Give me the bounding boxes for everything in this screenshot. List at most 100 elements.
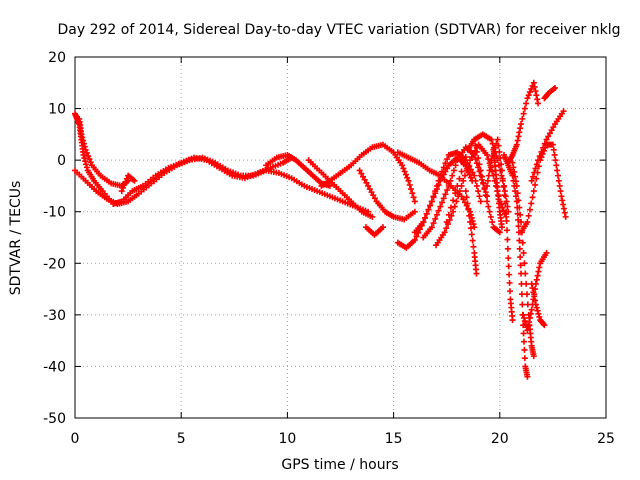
- data-point: [514, 137, 521, 144]
- data-point: [464, 200, 471, 207]
- data-point: [81, 143, 88, 150]
- data-point: [526, 319, 533, 326]
- data-point: [531, 169, 538, 176]
- data-point: [404, 174, 411, 181]
- data-point: [422, 214, 429, 221]
- data-point: [371, 195, 378, 202]
- series-s2: [72, 154, 372, 215]
- data-point: [410, 194, 417, 201]
- data-point: [425, 206, 432, 213]
- data-point: [463, 194, 470, 201]
- data-point: [533, 161, 540, 168]
- data-point: [511, 169, 518, 176]
- data-point: [122, 178, 129, 185]
- data-point: [486, 208, 493, 215]
- data-point: [487, 162, 494, 169]
- data-point: [533, 175, 540, 182]
- data-point: [560, 205, 567, 212]
- data-point: [454, 182, 461, 189]
- data-point: [400, 165, 407, 172]
- y-axis-label: SDTVAR / TECUs: [8, 181, 24, 296]
- data-point: [484, 182, 491, 189]
- data-point: [469, 169, 476, 176]
- data-point: [82, 158, 89, 165]
- data-point: [521, 314, 528, 321]
- x-tick-label: 5: [177, 431, 186, 447]
- data-point: [427, 202, 434, 209]
- series-s6: [305, 157, 376, 220]
- data-point: [504, 203, 511, 210]
- data-point: [445, 211, 452, 218]
- data-point: [516, 237, 523, 244]
- data-point: [432, 188, 439, 195]
- data-point: [538, 148, 545, 155]
- grid-lines: [75, 57, 606, 418]
- data-point: [513, 141, 520, 148]
- data-point: [506, 288, 513, 295]
- data-point: [532, 301, 539, 308]
- data-point: [554, 167, 561, 174]
- data-point: [509, 159, 516, 166]
- data-point: [520, 110, 527, 117]
- data-point: [524, 219, 531, 226]
- data-point: [502, 193, 509, 200]
- data-point: [83, 161, 90, 168]
- data-point: [477, 198, 484, 205]
- data-point: [512, 178, 519, 185]
- data-point: [498, 172, 505, 179]
- data-point: [413, 233, 420, 240]
- data-point: [487, 213, 494, 220]
- data-point: [498, 167, 505, 174]
- data-point: [532, 297, 539, 304]
- chart-title: Day 292 of 2014, Sidereal Day-to-day VTE…: [58, 22, 621, 38]
- data-point: [456, 188, 463, 195]
- data-point: [488, 136, 495, 143]
- data-point: [533, 92, 540, 99]
- data-point: [476, 168, 483, 175]
- data-point: [462, 154, 469, 161]
- data-point: [553, 162, 560, 169]
- data-point: [525, 92, 532, 99]
- data-point: [365, 182, 372, 189]
- x-tick-label: 0: [71, 431, 80, 447]
- data-point: [406, 181, 413, 188]
- data-point: [521, 338, 528, 345]
- data-point: [379, 224, 386, 231]
- data-point: [477, 167, 484, 174]
- data-point: [517, 211, 524, 218]
- y-tick-label: -40: [43, 359, 66, 375]
- data-point: [477, 172, 484, 179]
- data-point: [439, 168, 446, 175]
- data-point: [475, 164, 482, 171]
- data-point: [519, 239, 526, 246]
- data-point: [504, 245, 511, 252]
- series-s24: [528, 280, 548, 329]
- series-s21: [509, 159, 537, 360]
- data-point: [512, 173, 519, 180]
- data-point: [530, 79, 537, 86]
- data-point: [498, 161, 505, 168]
- data-point: [468, 231, 475, 238]
- data-point: [430, 220, 437, 227]
- data-point: [557, 188, 564, 195]
- data-point: [495, 142, 502, 149]
- data-point: [552, 157, 559, 164]
- data-point: [368, 189, 375, 196]
- data-point: [520, 249, 527, 256]
- data-point: [444, 165, 451, 172]
- data-point: [360, 173, 367, 180]
- data-point: [485, 203, 492, 210]
- data-point: [433, 211, 440, 218]
- data-point: [445, 182, 452, 189]
- data-point: [405, 177, 412, 184]
- series-s23: [520, 249, 550, 334]
- x-tick-label: 10: [278, 431, 296, 447]
- data-point: [521, 318, 528, 325]
- data-point: [509, 317, 516, 324]
- data-point: [463, 167, 470, 174]
- data-point: [516, 204, 523, 211]
- data-point: [81, 155, 88, 162]
- data-point: [467, 166, 474, 173]
- data-point: [529, 285, 536, 292]
- series-s20: [505, 79, 542, 166]
